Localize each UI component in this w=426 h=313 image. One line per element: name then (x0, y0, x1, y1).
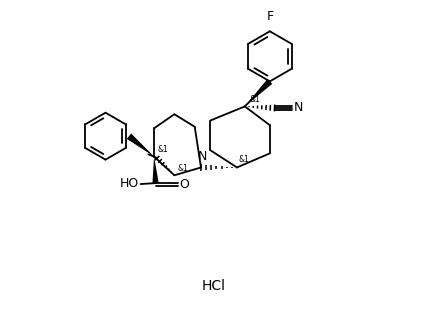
Text: N: N (197, 150, 207, 163)
Text: HCl: HCl (201, 280, 225, 293)
Text: &1: &1 (177, 164, 188, 173)
Text: N: N (293, 101, 302, 115)
Polygon shape (244, 79, 272, 106)
Text: &1: &1 (157, 145, 167, 154)
Polygon shape (152, 156, 158, 183)
Text: F: F (266, 10, 273, 23)
Text: &1: &1 (249, 95, 259, 104)
Text: O: O (179, 178, 189, 191)
Text: &1: &1 (238, 155, 249, 164)
Text: HO: HO (119, 177, 139, 190)
Polygon shape (127, 133, 154, 156)
